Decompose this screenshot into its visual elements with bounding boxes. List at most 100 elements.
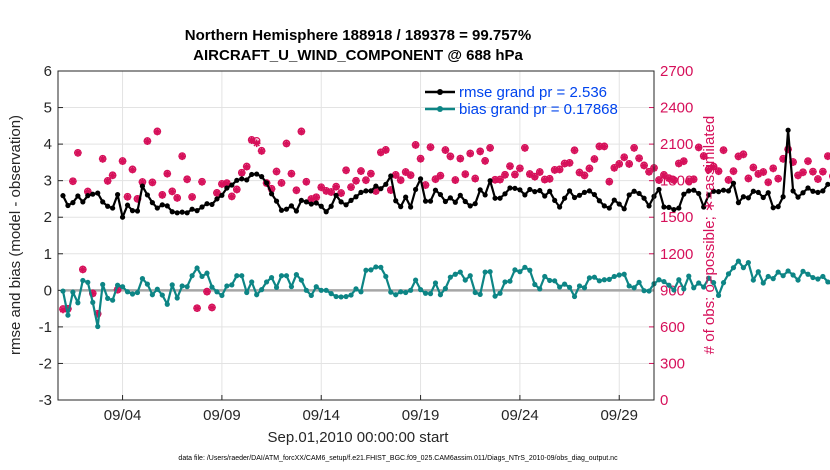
rmse-point	[159, 202, 165, 208]
y2-tick-label: 600	[660, 319, 685, 336]
bias-point	[224, 283, 230, 289]
obs-assimilated-marker	[739, 150, 748, 159]
y-tick-label: -2	[39, 355, 52, 372]
rmse-point	[557, 204, 563, 210]
bias-point	[373, 264, 379, 270]
bias-point	[502, 279, 508, 285]
obs-assimilated-marker	[804, 157, 812, 166]
bias-point	[701, 284, 707, 290]
rmse-point	[527, 186, 533, 193]
y2-tick-label: 1200	[660, 246, 693, 263]
y2-tick-label: 300	[660, 355, 685, 372]
rmse-point	[179, 209, 185, 215]
obs-assimilated-marker	[148, 178, 157, 187]
obs-assimilated-marker	[506, 162, 514, 171]
rmse-point	[398, 204, 404, 210]
obs-assimilated-marker	[188, 193, 196, 201]
rmse-point	[487, 178, 493, 184]
bias-point	[562, 281, 568, 287]
rmse-point	[740, 194, 747, 200]
rmse-point	[621, 206, 627, 212]
plot-area	[57, 70, 655, 401]
obs-assimilated-marker	[630, 144, 638, 152]
bias-point	[720, 280, 727, 286]
obs-assimilated-marker	[799, 168, 807, 177]
rmse-point	[273, 198, 280, 204]
bias-point	[437, 292, 444, 298]
rmse-point	[368, 188, 374, 194]
obs-assimilated-marker	[238, 169, 246, 177]
obs-assimilated-marker	[337, 189, 345, 197]
bias-point	[442, 285, 448, 292]
bias-point	[507, 278, 513, 284]
rmse-point	[373, 183, 379, 189]
bias-point	[646, 288, 652, 294]
rmse-point	[581, 189, 588, 195]
obs-assimilated-marker	[714, 167, 723, 176]
rmse-point	[328, 203, 334, 209]
bias-point	[383, 273, 389, 280]
obs-assimilated-marker	[709, 162, 718, 171]
obs-assimilated-marker	[426, 143, 435, 152]
bias-point	[661, 278, 667, 285]
bias-point	[810, 274, 816, 281]
obs-assimilated-marker	[228, 192, 236, 201]
rmse-point	[75, 193, 81, 199]
rmse-point	[338, 199, 344, 205]
obs-assimilated-marker	[530, 173, 539, 181]
y2-tick-label: 2400	[660, 100, 693, 117]
y2-tick-label: 1500	[660, 209, 693, 226]
obs-assimilated-marker	[178, 152, 186, 161]
x-tick-label: 09/04	[104, 407, 142, 424]
obs-assimilated-marker	[456, 154, 465, 163]
x-tick-label: 09/19	[402, 407, 440, 424]
obs-assimilated-marker	[352, 177, 360, 185]
rmse-point	[422, 198, 429, 204]
bias-point	[497, 290, 503, 296]
obs-assimilated-marker	[59, 305, 67, 314]
obs-assimilated-marker	[431, 175, 440, 184]
obs-assimilated-marker	[724, 176, 733, 184]
bias-point	[711, 280, 717, 286]
rmse-point	[408, 204, 414, 210]
obs-assimilated-marker	[173, 194, 181, 202]
rmse-point	[278, 207, 285, 213]
obs-assimilated-marker	[401, 168, 410, 176]
obs-assimilated-marker	[396, 176, 405, 185]
bias-point	[139, 276, 146, 282]
bias-point	[512, 267, 518, 273]
rmse-point	[482, 192, 488, 198]
x-tick-label: 09/24	[501, 407, 539, 424]
bias-point	[393, 292, 399, 298]
obs-assimilated-marker	[819, 168, 827, 176]
rmse-point	[115, 191, 121, 198]
bias-point	[75, 300, 81, 306]
bias-point	[378, 264, 384, 270]
obs-assimilated-marker	[545, 175, 554, 183]
rmse-point	[591, 191, 598, 198]
rmse-point	[646, 203, 652, 209]
obs-assimilated-marker	[590, 155, 599, 163]
bias-point	[785, 268, 791, 274]
bias-point	[755, 269, 761, 275]
rmse-point	[254, 171, 260, 177]
bias-point	[90, 299, 96, 305]
rmse-point	[219, 192, 225, 198]
obs-assimilated-marker	[535, 168, 544, 176]
obs-assimilated-marker	[218, 180, 226, 188]
bias-point	[537, 286, 543, 292]
bias-point	[124, 289, 131, 295]
rmse-point	[229, 182, 235, 188]
bias-point	[631, 285, 637, 291]
obs-assimilated-marker	[774, 175, 783, 183]
bias-point	[398, 289, 404, 295]
obs-assimilated-marker	[496, 175, 504, 184]
obs-assimilated-marker	[406, 171, 415, 180]
obs-assimilated-marker	[719, 146, 728, 155]
rmse-point	[95, 190, 101, 196]
bias-point	[100, 281, 106, 288]
bias-point	[805, 271, 811, 277]
y-tick-label: 5	[44, 100, 52, 117]
bias-point	[408, 287, 414, 293]
bias-point	[681, 286, 687, 292]
